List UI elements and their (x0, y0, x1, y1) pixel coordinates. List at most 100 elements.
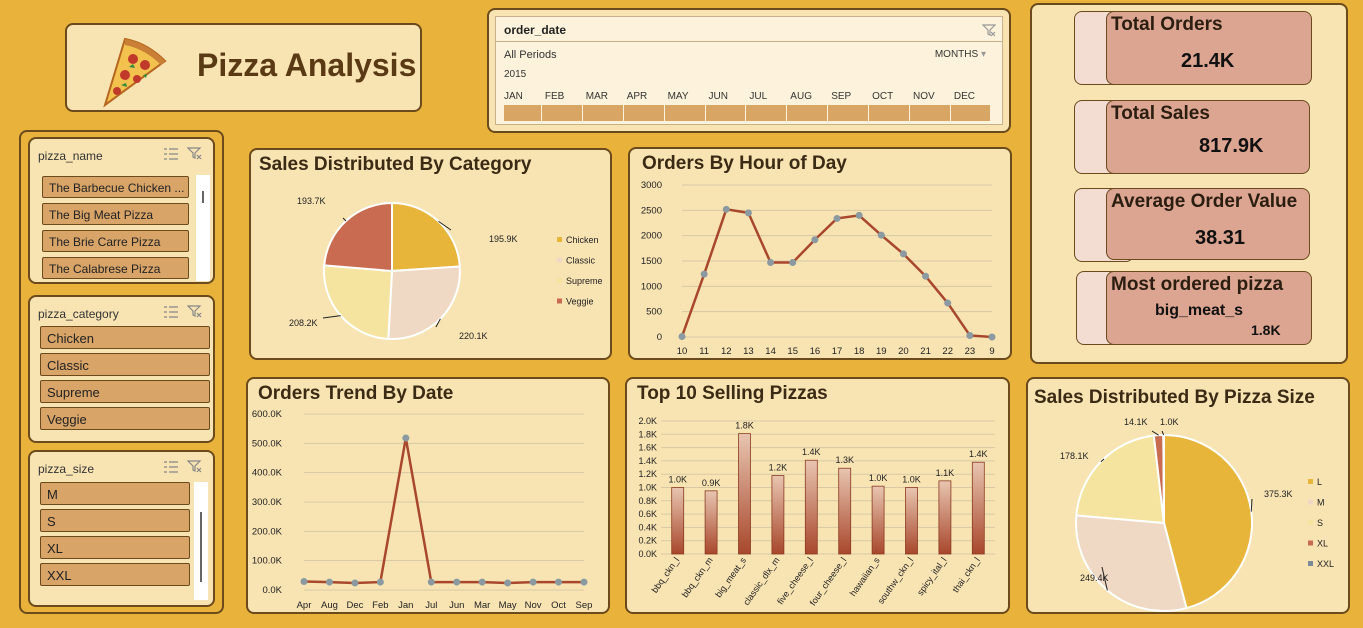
data-label: 220.1K (459, 331, 488, 341)
timeline-month-label[interactable]: JAN (504, 91, 523, 102)
x-tick-label: spicy_ital_l (915, 555, 948, 597)
x-tick-label: 15 (787, 346, 798, 357)
data-label: 1.1K (936, 468, 955, 478)
clear-filter-icon[interactable] (982, 23, 996, 37)
slicer-item[interactable]: M (40, 482, 190, 505)
legend-label: Supreme (566, 276, 603, 286)
title-card: Pizza Analysis (65, 23, 422, 112)
x-tick-label: 20 (898, 346, 909, 357)
series-line (680, 207, 993, 339)
timeline-field-label: order_date (504, 23, 567, 37)
timeline-month-label[interactable]: NOV (913, 91, 935, 102)
x-tick-label: Jul (425, 600, 437, 611)
multi-select-icon[interactable] (163, 460, 179, 474)
timeline-month-label[interactable]: FEB (544, 91, 565, 102)
y-tick-label: 2.0K (638, 416, 657, 426)
x-tick-label: 9 (989, 346, 994, 357)
slicer-item[interactable]: The Calabrese Pizza (42, 257, 189, 279)
y-tick-label: 0 (657, 332, 662, 343)
slicer-pizza-size[interactable]: pizza_size M S XL XXL (28, 450, 215, 607)
timeline-month-label[interactable]: SEP (831, 91, 852, 102)
leader-line (342, 217, 347, 222)
kpi-value: 817.9K (1199, 135, 1264, 157)
slicer-item[interactable]: Supreme (40, 380, 210, 403)
category-pie-chart: 195.9K 220.1K 208.2K 193.7K Chicken Classic Su… (289, 196, 603, 341)
slicer-item[interactable]: Classic (40, 353, 210, 376)
timeline-month-label[interactable]: DEC (953, 91, 976, 102)
timeline-selection-bar[interactable] (504, 105, 990, 121)
data-label: 178.1K (1060, 451, 1089, 461)
clear-filter-icon[interactable] (187, 460, 203, 474)
timeline-month-label[interactable]: MAY (667, 91, 689, 102)
y-tick-label: 600.0K (252, 409, 283, 420)
x-tick-label: 14 (765, 346, 776, 357)
multi-select-icon[interactable] (163, 147, 179, 161)
legend-label: S (1317, 518, 1323, 528)
kpi-value: 21.4K (1181, 50, 1235, 72)
chart-sales-by-category: Sales Distributed By Category 195.9K 220.… (249, 148, 612, 360)
x-tick-label: Apr (297, 600, 312, 611)
chart-orders-trend: Orders Trend By Date 0.0K 100.0K 200.0K 300… (246, 377, 610, 614)
timeline-month-label[interactable]: APR (626, 91, 648, 102)
pie-slice (391, 201, 461, 273)
slicer-item[interactable]: Veggie (40, 407, 210, 430)
slicer-scrollbar[interactable] (194, 482, 208, 600)
y-tick-label: 1.2K (638, 469, 657, 479)
bar (938, 480, 952, 555)
multi-select-icon[interactable] (163, 305, 179, 319)
kpi-total-sales: Total Sales 817.9K (1106, 100, 1310, 174)
timeline-month-label[interactable]: JUN (708, 91, 728, 102)
x-tick-label: Sep (576, 600, 593, 611)
size-pie-chart: 375.3K 249.4K 178.1K 14.1K 1.0K L MS XL XXL (1060, 417, 1334, 612)
legend-swatch (1308, 561, 1313, 566)
slicer-item[interactable]: The Big Meat Pizza (42, 203, 189, 225)
slicer-item[interactable]: Chicken (40, 326, 210, 349)
data-label: 208.2K (289, 318, 318, 328)
data-point (988, 333, 996, 341)
bar (771, 475, 785, 555)
legend-label: L (1317, 477, 1322, 487)
order-date-timeline[interactable]: order_date All Periods MONTHS ▾ 2015 JAN… (487, 8, 1011, 133)
leader-line (1101, 566, 1108, 591)
timeline-tick (909, 105, 910, 121)
clear-filter-icon[interactable] (187, 305, 203, 319)
bar (738, 433, 751, 555)
slicer-item[interactable]: The Barbecue Chicken ... (42, 176, 189, 198)
x-tick-label: big_meat_s (713, 555, 748, 599)
chevron-down-icon: ▾ (980, 49, 986, 60)
timeline-month-label[interactable]: AUG (790, 91, 812, 102)
slicer-item[interactable]: S (40, 509, 190, 532)
slicer-item[interactable]: The Brie Carre Pizza (42, 230, 189, 252)
leader-line (435, 318, 441, 328)
slicer-item[interactable]: XL (40, 536, 190, 559)
timeline-level-dropdown[interactable]: MONTHS ▾ (935, 49, 986, 60)
data-label: 0.9K (702, 478, 721, 488)
y-tick-label: 400.0K (252, 468, 283, 479)
timeline-month-label[interactable]: MAR (585, 91, 609, 102)
slicer-pizza-name[interactable]: pizza_name The Barbecue Chicken ... The … (28, 137, 215, 284)
bar (871, 485, 885, 555)
timeline-month-label[interactable]: JUL (749, 91, 768, 102)
data-label: 249.4K (1080, 573, 1109, 583)
slicers-panel: pizza_name The Barbecue Chicken ... The … (19, 130, 224, 614)
clear-filter-icon[interactable] (187, 147, 203, 161)
data-point (877, 231, 885, 239)
y-tick-label: 1000 (641, 281, 662, 292)
y-tick-label: 1.4K (638, 456, 657, 466)
slicer-header: pizza_size (38, 458, 205, 480)
timeline-tick (663, 105, 665, 121)
data-point (555, 578, 563, 586)
data-point (478, 578, 486, 586)
slicer-pizza-category[interactable]: pizza_category Chicken Classic Supreme V… (28, 295, 215, 443)
y-tick-label: 1.8K (638, 429, 657, 439)
bar (905, 487, 918, 555)
timeline-month-label[interactable]: OCT (872, 91, 894, 102)
kpi-sub-value: 1.8K (1251, 322, 1281, 338)
data-label: 195.9K (489, 234, 518, 244)
slicer-scrollbar[interactable] (196, 175, 210, 281)
data-label: 1.2K (769, 463, 788, 473)
slicer-item[interactable]: XXL (40, 563, 190, 586)
timeline-tick (704, 105, 706, 121)
x-tick-label: 12 (721, 346, 732, 357)
y-tick-label: 1.0K (638, 483, 657, 493)
